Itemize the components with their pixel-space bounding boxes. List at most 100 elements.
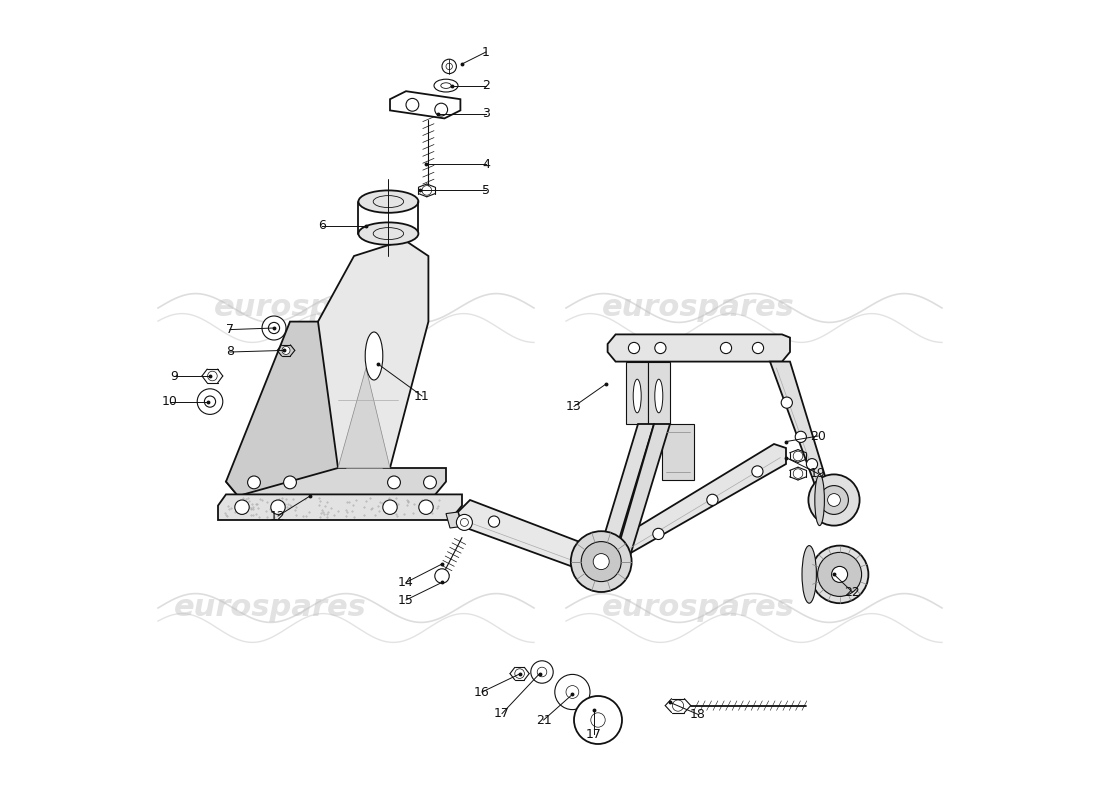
Circle shape	[434, 103, 448, 116]
Text: 7: 7	[226, 323, 234, 336]
Polygon shape	[616, 424, 670, 556]
Circle shape	[488, 516, 499, 527]
Circle shape	[268, 322, 279, 334]
Ellipse shape	[817, 553, 861, 597]
Circle shape	[537, 667, 547, 677]
Text: 20: 20	[810, 430, 826, 442]
Text: 3: 3	[482, 107, 490, 120]
Text: 6: 6	[318, 219, 326, 232]
Polygon shape	[218, 494, 462, 520]
Circle shape	[419, 500, 433, 514]
Ellipse shape	[441, 83, 451, 88]
Text: 22: 22	[845, 586, 860, 598]
Text: 4: 4	[482, 158, 490, 170]
Ellipse shape	[359, 222, 418, 245]
Text: 15: 15	[398, 594, 414, 606]
Text: 17: 17	[494, 707, 510, 720]
Circle shape	[422, 186, 431, 195]
Circle shape	[461, 518, 469, 526]
Ellipse shape	[654, 379, 663, 413]
Circle shape	[720, 342, 732, 354]
Ellipse shape	[634, 379, 641, 413]
Polygon shape	[770, 362, 832, 500]
Polygon shape	[458, 500, 606, 576]
Ellipse shape	[802, 546, 816, 603]
Text: 2: 2	[482, 79, 490, 92]
Polygon shape	[338, 368, 390, 468]
Circle shape	[581, 542, 622, 582]
Circle shape	[593, 554, 609, 570]
Polygon shape	[226, 322, 338, 496]
Text: 16: 16	[474, 686, 490, 698]
Circle shape	[707, 494, 718, 506]
Polygon shape	[607, 334, 790, 362]
Polygon shape	[390, 91, 461, 118]
Polygon shape	[648, 362, 670, 424]
Circle shape	[434, 569, 449, 583]
Circle shape	[424, 476, 437, 489]
Ellipse shape	[359, 190, 418, 213]
Text: 8: 8	[226, 346, 234, 358]
Circle shape	[654, 342, 666, 354]
Circle shape	[284, 476, 296, 489]
Circle shape	[282, 346, 290, 354]
Circle shape	[406, 98, 419, 111]
Circle shape	[827, 494, 840, 506]
Text: 1: 1	[482, 46, 490, 58]
Circle shape	[446, 63, 452, 70]
Circle shape	[806, 458, 817, 470]
Text: 13: 13	[566, 400, 582, 413]
Circle shape	[383, 500, 397, 514]
Text: 21: 21	[536, 714, 551, 726]
Text: 11: 11	[414, 390, 430, 402]
Text: 10: 10	[162, 395, 178, 408]
Text: eurospares: eurospares	[602, 294, 794, 322]
Circle shape	[248, 476, 261, 489]
Circle shape	[808, 474, 859, 526]
Ellipse shape	[832, 566, 848, 582]
Ellipse shape	[365, 332, 383, 380]
Polygon shape	[446, 512, 462, 528]
Circle shape	[515, 669, 525, 678]
Polygon shape	[626, 362, 648, 424]
Text: eurospares: eurospares	[602, 594, 794, 622]
Circle shape	[456, 514, 472, 530]
Circle shape	[793, 469, 803, 478]
Circle shape	[591, 713, 605, 727]
Circle shape	[387, 476, 400, 489]
Text: 18: 18	[690, 708, 706, 721]
Circle shape	[442, 59, 456, 74]
Circle shape	[262, 316, 286, 340]
Text: 19: 19	[810, 467, 826, 480]
Circle shape	[531, 661, 553, 683]
Circle shape	[793, 451, 803, 461]
Circle shape	[208, 371, 217, 381]
Circle shape	[571, 531, 631, 592]
Polygon shape	[596, 444, 786, 568]
Ellipse shape	[434, 79, 458, 92]
Polygon shape	[662, 424, 694, 480]
Text: eurospares: eurospares	[214, 294, 407, 322]
Circle shape	[566, 686, 579, 698]
Circle shape	[820, 486, 848, 514]
Circle shape	[574, 696, 622, 744]
Circle shape	[652, 528, 664, 539]
Circle shape	[752, 342, 763, 354]
Polygon shape	[598, 424, 654, 556]
Circle shape	[554, 674, 590, 710]
Ellipse shape	[811, 546, 868, 603]
Circle shape	[197, 389, 223, 414]
Circle shape	[781, 397, 792, 408]
Ellipse shape	[815, 474, 824, 526]
Text: 17: 17	[586, 728, 602, 741]
Polygon shape	[318, 240, 428, 468]
Circle shape	[751, 466, 763, 477]
Circle shape	[205, 396, 216, 407]
Text: 5: 5	[482, 184, 490, 197]
Text: 12: 12	[271, 510, 286, 522]
Circle shape	[271, 500, 285, 514]
Text: eurospares: eurospares	[174, 594, 366, 622]
Circle shape	[672, 700, 683, 711]
Text: 9: 9	[170, 370, 178, 382]
Polygon shape	[226, 468, 446, 496]
